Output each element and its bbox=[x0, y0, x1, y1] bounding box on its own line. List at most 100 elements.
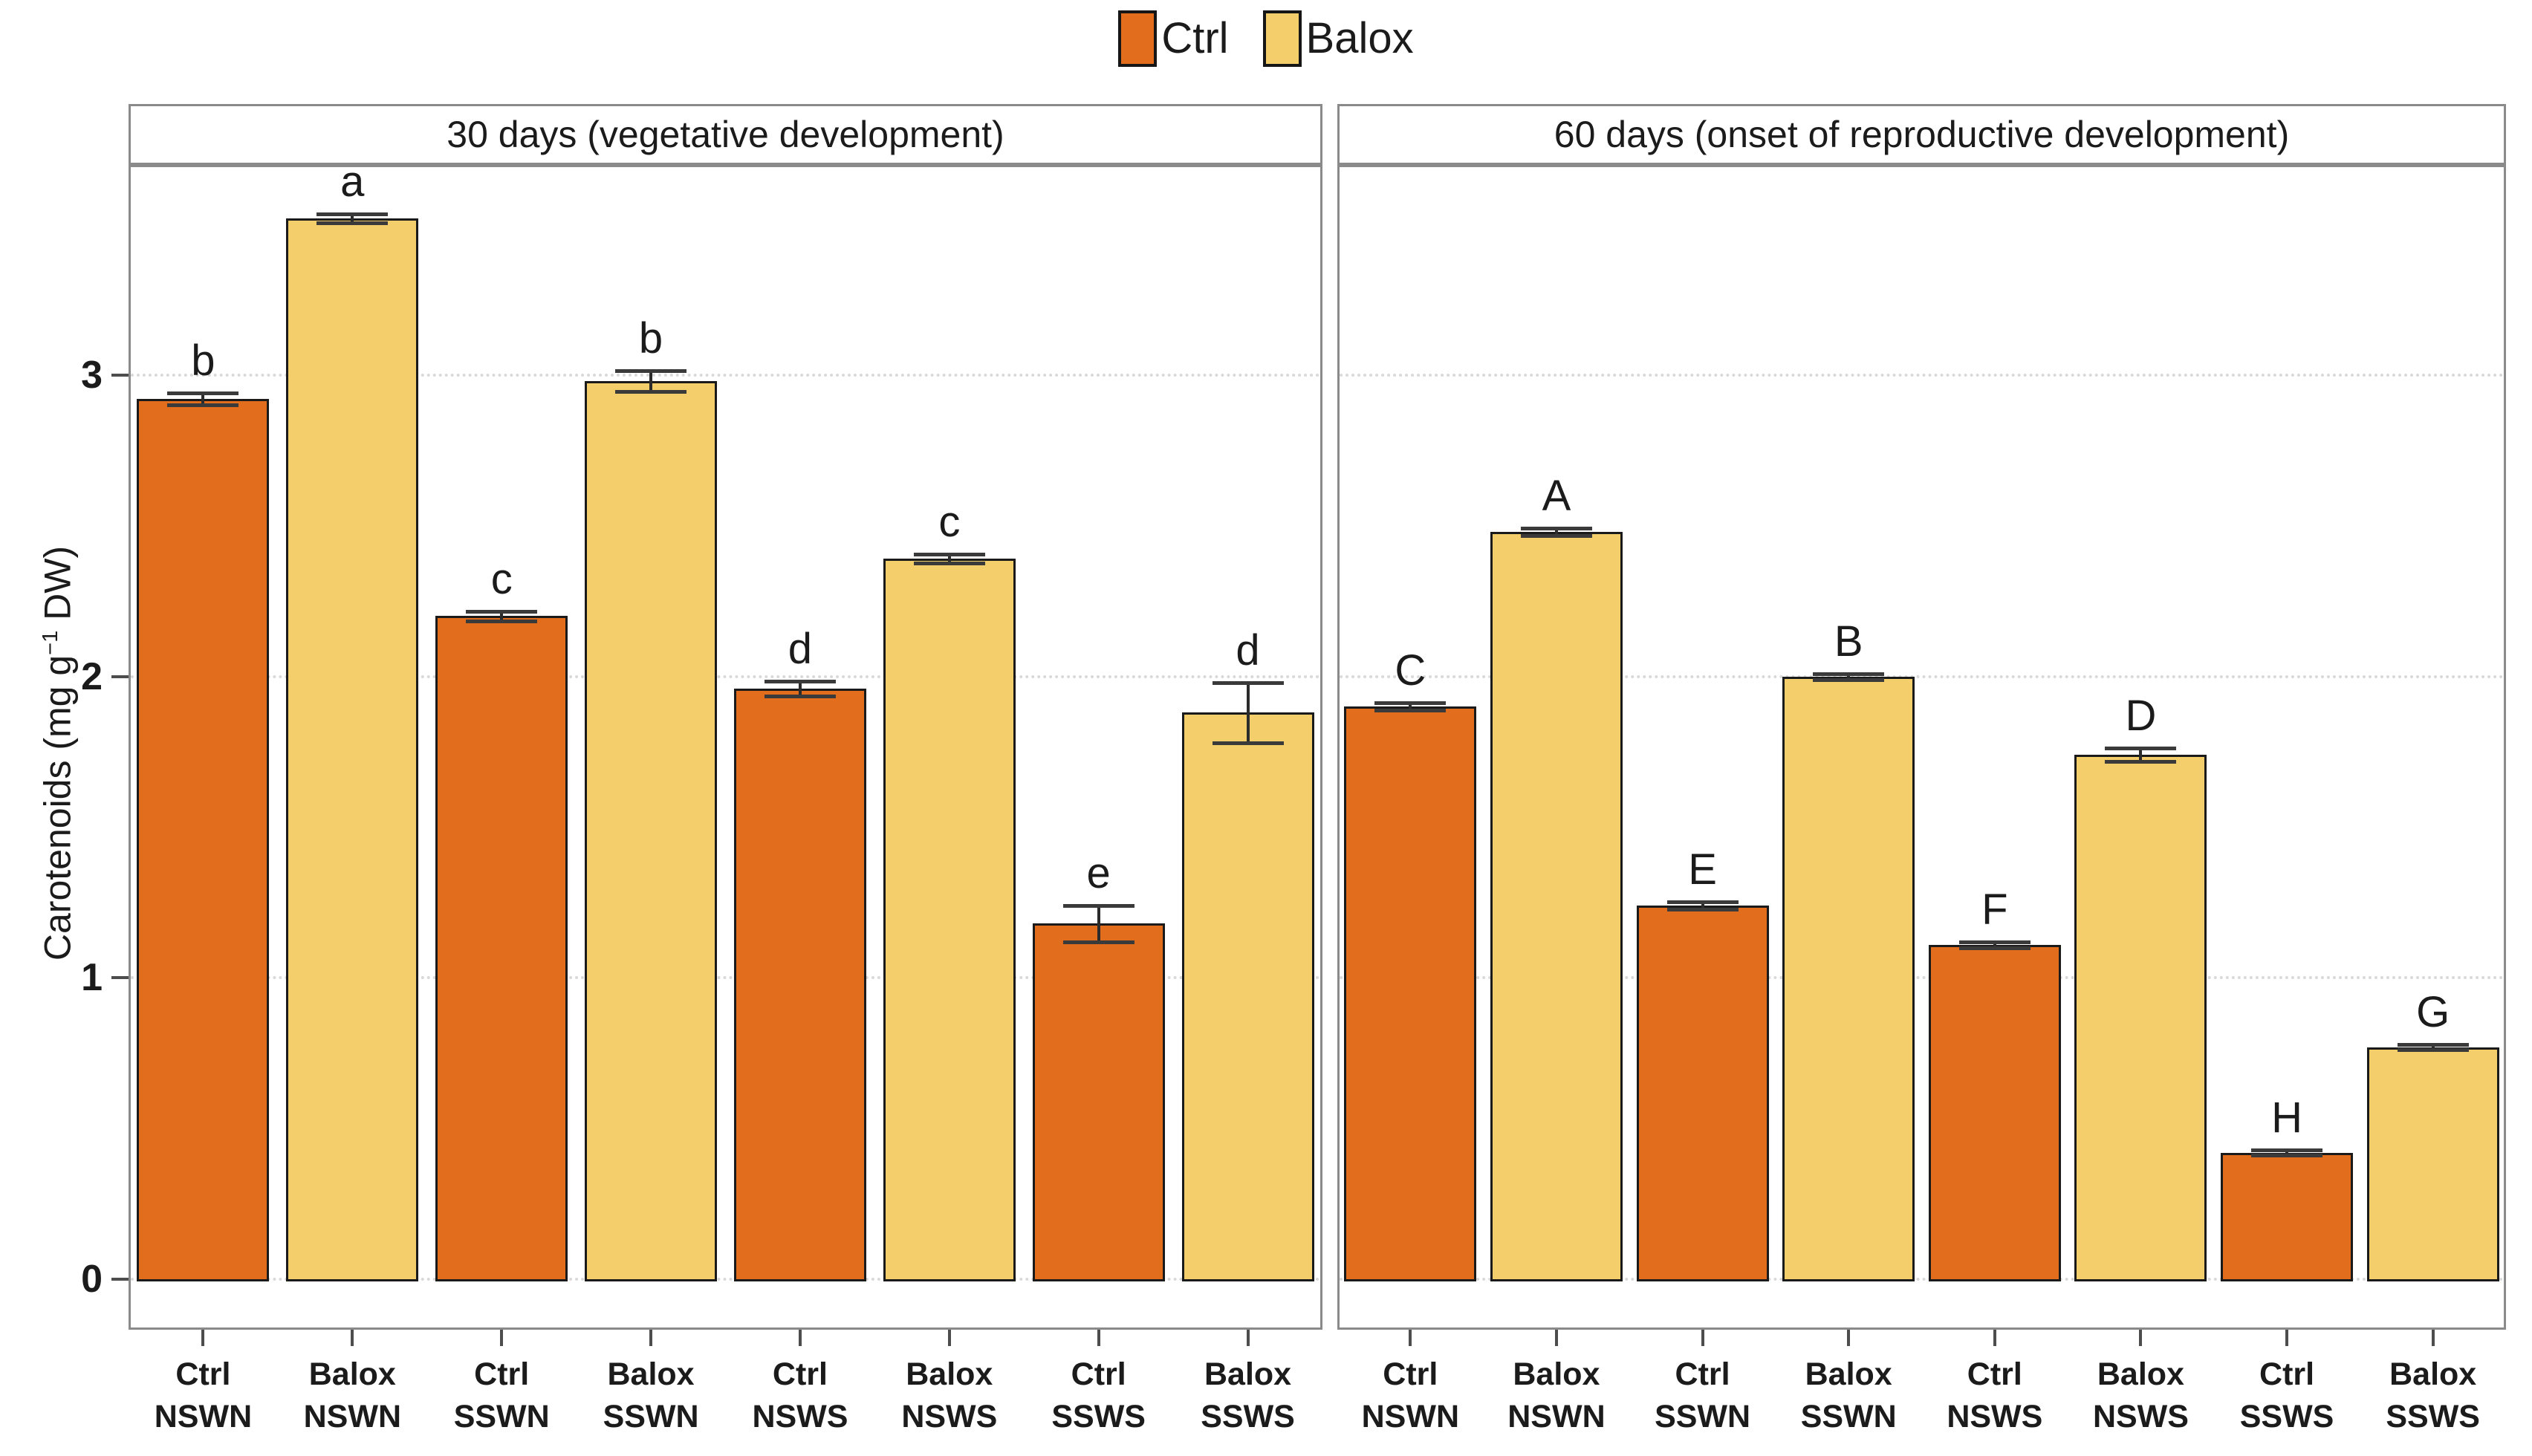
significance-letter: e bbox=[1086, 848, 1111, 897]
x-tick-label-treatment: NSWN bbox=[303, 1399, 401, 1434]
gridline bbox=[1340, 675, 2504, 678]
x-tick-label-treatment: SSWN bbox=[1655, 1399, 1751, 1434]
gridline bbox=[131, 373, 1320, 377]
error-bar bbox=[1847, 673, 1851, 680]
x-tick-label-treatment: NSWS bbox=[752, 1399, 848, 1434]
significance-letter: b bbox=[191, 337, 215, 386]
gridline bbox=[131, 675, 1320, 678]
significance-letter: a bbox=[340, 157, 365, 206]
x-tick-label-treatment: NSWN bbox=[1507, 1399, 1606, 1434]
x-axis-tick bbox=[798, 1330, 802, 1346]
ctrl-color-swatch bbox=[1118, 10, 1158, 67]
y-axis-tick bbox=[111, 976, 129, 980]
error-bar bbox=[2285, 1150, 2289, 1155]
x-axis-tick bbox=[1701, 1330, 1704, 1346]
error-bar-cap bbox=[1666, 907, 1739, 911]
gridline bbox=[1340, 1278, 2504, 1281]
x-tick-label-series: Ctrl bbox=[175, 1356, 231, 1392]
x-tick-label-series: Balox bbox=[2097, 1356, 2184, 1392]
significance-letter: b bbox=[638, 313, 663, 363]
y-axis-tick bbox=[111, 675, 129, 678]
x-tick-label-treatment: SSWS bbox=[1201, 1399, 1295, 1434]
x-axis-tick bbox=[2431, 1330, 2435, 1346]
bar-balox-sswn bbox=[585, 381, 718, 1281]
y-tick-label: 0 bbox=[81, 1258, 103, 1301]
x-tick-label-series: Ctrl bbox=[1675, 1356, 1730, 1392]
error-bar bbox=[947, 554, 951, 564]
bar-balox-nswn bbox=[1490, 531, 1623, 1281]
x-axis-tick bbox=[1097, 1330, 1100, 1346]
bar-ctrl-nswn bbox=[1344, 706, 1477, 1281]
x-tick-label: Balox NSWS bbox=[838, 1353, 1061, 1438]
x-tick-label: Balox NSWN bbox=[241, 1353, 464, 1438]
error-bar-cap bbox=[1520, 533, 1592, 538]
error-bar bbox=[649, 370, 653, 392]
x-axis-tick bbox=[947, 1330, 951, 1346]
x-axis-tick bbox=[1246, 1330, 1250, 1346]
x-tick-label-treatment: SSWS bbox=[2386, 1399, 2480, 1434]
error-bar-cap bbox=[764, 694, 836, 698]
error-bar-cap bbox=[615, 368, 687, 373]
error-bar bbox=[1246, 682, 1250, 743]
gridline bbox=[131, 1278, 1320, 1281]
error-bar-cap bbox=[1062, 903, 1134, 908]
x-tick-label-series: Ctrl bbox=[772, 1356, 828, 1392]
error-bar bbox=[500, 611, 504, 621]
x-tick-label-series: Balox bbox=[1204, 1356, 1292, 1392]
x-tick-label: Balox SSWS bbox=[1137, 1353, 1360, 1438]
legend-label-ctrl: Ctrl bbox=[1161, 14, 1229, 62]
x-tick-label-treatment: NSWS bbox=[2092, 1399, 2189, 1434]
x-tick-label: Ctrl NSWS bbox=[689, 1353, 912, 1438]
error-bar-cap bbox=[2251, 1153, 2323, 1157]
error-bar-cap bbox=[466, 610, 538, 614]
facet-strip: 30 days (vegetative development) bbox=[129, 104, 1322, 165]
balox-color-swatch bbox=[1262, 10, 1302, 67]
gridline bbox=[1340, 976, 2504, 980]
error-bar bbox=[1993, 941, 1996, 948]
error-bar-cap bbox=[913, 562, 985, 566]
error-bar-cap bbox=[2105, 747, 2177, 751]
error-bar-cap bbox=[2397, 1047, 2469, 1052]
significance-letter: F bbox=[1981, 885, 2008, 934]
bar-balox-nsws bbox=[883, 559, 1016, 1281]
x-tick-label-treatment: SSWN bbox=[603, 1399, 699, 1434]
x-axis-tick bbox=[649, 1330, 653, 1346]
bar-ctrl-ssws bbox=[1032, 923, 1165, 1281]
bar-balox-sswn bbox=[1782, 676, 1915, 1281]
error-bar-cap bbox=[1813, 677, 1885, 682]
error-bar bbox=[351, 213, 354, 223]
error-bar-cap bbox=[1958, 940, 2031, 944]
x-tick-label: Ctrl SSWS bbox=[2175, 1353, 2398, 1438]
x-tick-label-series: Ctrl bbox=[1967, 1356, 2022, 1392]
x-axis-tick bbox=[1847, 1330, 1851, 1346]
x-axis-tick bbox=[351, 1330, 354, 1346]
legend: Ctrl Balox bbox=[0, 10, 2532, 67]
bar-ctrl-sswn bbox=[1636, 905, 1769, 1281]
error-bar-cap bbox=[2105, 760, 2177, 764]
error-bar-cap bbox=[1666, 900, 1739, 905]
y-axis-title-suffix: DW) bbox=[36, 545, 79, 631]
x-tick-label-treatment: SSWN bbox=[1800, 1399, 1897, 1434]
y-axis-title-superscript: −1 bbox=[39, 630, 62, 655]
facet-strip: 60 days (onset of reproductive developme… bbox=[1337, 104, 2506, 165]
x-tick-label: Ctrl SSWS bbox=[987, 1353, 1210, 1438]
error-bar-cap bbox=[1520, 526, 1592, 530]
bar-ctrl-nsws bbox=[733, 688, 866, 1281]
x-tick-label: Ctrl NSWS bbox=[1883, 1353, 2106, 1438]
bar-balox-nsws bbox=[2074, 755, 2207, 1281]
x-tick-label: Ctrl SSWN bbox=[1591, 1353, 1814, 1438]
x-axis-tick bbox=[1409, 1330, 1412, 1346]
bar-balox-ssws bbox=[1181, 712, 1314, 1281]
x-tick-label-series: Balox bbox=[906, 1356, 993, 1392]
error-bar-cap bbox=[167, 391, 239, 396]
x-axis-tick bbox=[1993, 1330, 1996, 1346]
error-bar-cap bbox=[316, 221, 389, 226]
x-tick-label-series: Ctrl bbox=[1071, 1356, 1126, 1392]
x-tick-label-treatment: NSWN bbox=[154, 1399, 253, 1434]
error-bar-cap bbox=[2397, 1043, 2469, 1047]
x-tick-label: Ctrl SSWN bbox=[390, 1353, 613, 1438]
error-bar-cap bbox=[615, 390, 687, 394]
bar-ctrl-nsws bbox=[1928, 944, 2061, 1281]
error-bar-cap bbox=[913, 553, 985, 557]
